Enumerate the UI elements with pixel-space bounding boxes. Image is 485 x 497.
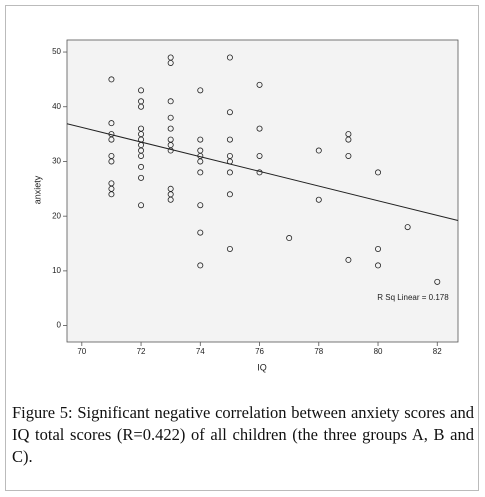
point [226,136,233,143]
x-tick-label: 78 [314,347,323,356]
point [167,59,174,66]
x-tick-label: 70 [77,347,86,356]
point [286,235,293,242]
point [167,114,174,121]
point [197,262,204,269]
point [226,54,233,61]
point [138,103,145,110]
point [226,158,233,165]
x-tick-label: 72 [137,347,146,356]
point [434,278,441,285]
point [108,191,115,198]
x-tick-label: 76 [255,347,264,356]
point [167,125,174,132]
point [138,152,145,159]
point [226,109,233,116]
caption: Figure 5: Significant negative correlati… [12,403,474,466]
point [345,136,352,143]
x-tick-label: 82 [433,347,442,356]
point [138,87,145,94]
point [167,196,174,203]
point [197,158,204,165]
point [108,158,115,165]
y-tick-label: 10 [52,266,61,275]
point [256,169,263,176]
point [315,196,322,203]
point [108,120,115,127]
point [197,87,204,94]
point [197,136,204,143]
point [108,136,115,143]
point [375,262,382,269]
y-tick-label: 20 [52,211,61,220]
point [226,245,233,252]
point [197,169,204,176]
point [167,98,174,105]
plot-area [66,39,459,343]
chart: IQ anxiety R Sq Linear = 0.178 0 10 20 30 40… [32,39,459,372]
x-tick-label: 80 [374,347,383,356]
annotation: R Sq Linear = 0.178 [377,293,449,302]
point [256,81,263,88]
point [138,174,145,181]
point [315,147,322,154]
point [197,202,204,209]
point [404,224,411,231]
point [167,147,174,154]
y-tick-label: 50 [52,47,61,56]
x-axis-label: IQ [257,362,267,372]
y-tick-label: 30 [52,157,61,166]
x-tick-label: 74 [196,347,205,356]
point [197,229,204,236]
y-tick-label: 40 [52,102,61,111]
point [375,245,382,252]
figure-frame [5,5,479,491]
point [375,169,382,176]
point [108,76,115,83]
point [345,152,352,159]
point [138,202,145,209]
point [256,152,263,159]
point [256,125,263,132]
point [345,256,352,263]
y-tick-label: 0 [57,321,62,330]
point [226,191,233,198]
point [138,163,145,170]
y-axis-label: anxiety [32,175,42,204]
point [226,169,233,176]
